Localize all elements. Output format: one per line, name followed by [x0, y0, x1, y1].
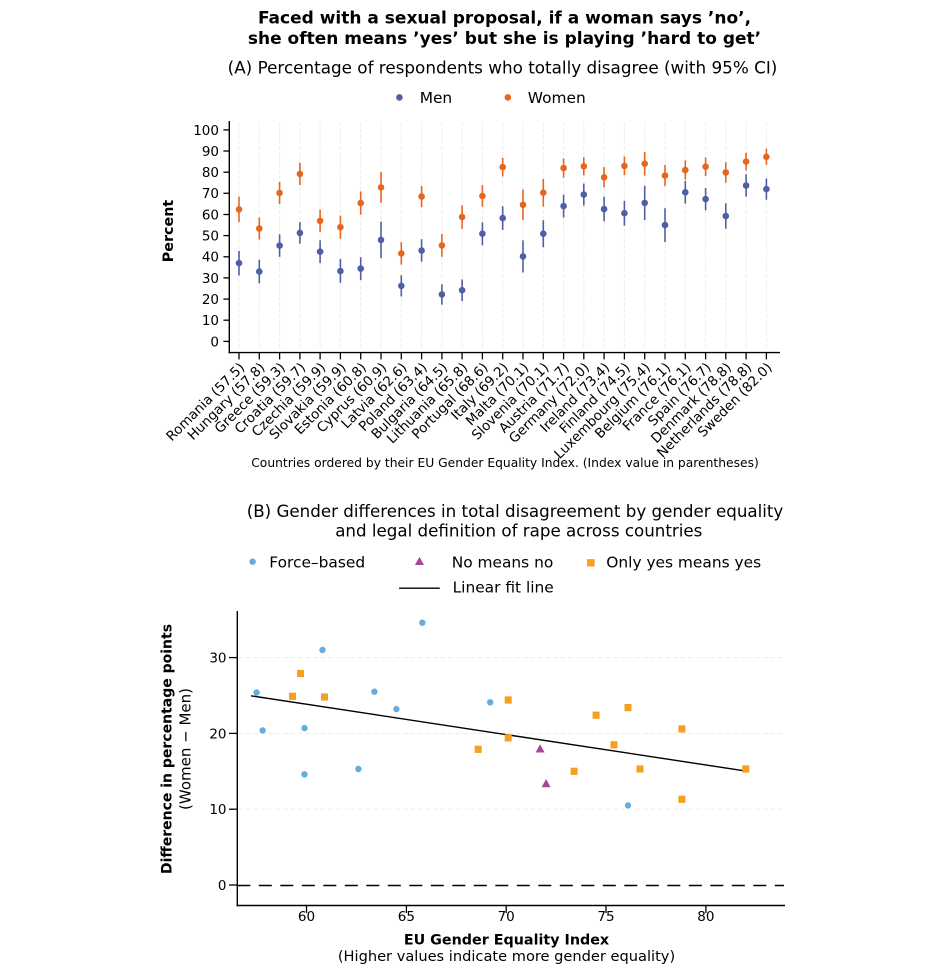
svg-text:70: 70 [498, 909, 515, 925]
svg-text:Countries ordered by their EU: Countries ordered by their EU Gender Equ… [251, 456, 759, 470]
svg-text:No means no: No means no [452, 553, 554, 571]
svg-text:(B) Gender differences in tota: (B) Gender differences in total disagree… [247, 501, 784, 521]
svg-text:(Higher values indicate more g: (Higher values indicate more gender equa… [338, 948, 675, 965]
svg-text:Men: Men [420, 89, 453, 107]
svg-text:Only yes means yes: Only yes means yes [606, 553, 761, 571]
svg-text:60: 60 [298, 909, 315, 925]
svg-text:65: 65 [398, 909, 415, 925]
svg-text:70: 70 [202, 186, 219, 202]
svg-text:Women: Women [528, 89, 586, 107]
svg-text:20: 20 [202, 292, 219, 308]
svg-text:10: 10 [202, 313, 219, 329]
svg-text:(A) Percentage of respondents: (A) Percentage of respondents who totall… [228, 57, 778, 77]
svg-text:75: 75 [597, 909, 614, 925]
svg-text:40: 40 [202, 250, 219, 266]
svg-text:Linear fit line: Linear fit line [453, 579, 554, 597]
svg-text:0: 0 [210, 334, 219, 350]
svg-text:Faced with a sexual proposal,: Faced with a sexual proposal, if a woman… [258, 9, 751, 29]
svg-text:20: 20 [209, 726, 226, 742]
svg-text:30: 30 [209, 651, 226, 667]
svg-text:10: 10 [209, 802, 226, 818]
svg-text:EU Gender Equality Index: EU Gender Equality Index [404, 933, 609, 949]
svg-text:she often means ’yes’ but she: she often means ’yes’ but she is playing… [248, 29, 761, 49]
svg-text:90: 90 [202, 144, 219, 160]
svg-text:(Women − Men): (Women − Men) [177, 688, 195, 810]
svg-text:Force–based: Force–based [269, 553, 365, 571]
svg-text:50: 50 [202, 229, 219, 245]
svg-text:80: 80 [202, 165, 219, 181]
svg-text:30: 30 [202, 271, 219, 287]
svg-text:80: 80 [697, 909, 714, 925]
svg-text:and legal definition of rape a: and legal definition of rape across coun… [335, 521, 702, 541]
svg-text:Percent: Percent [161, 200, 177, 263]
svg-text:100: 100 [193, 123, 219, 139]
svg-text:0: 0 [218, 878, 227, 894]
svg-text:Difference in percentage point: Difference in percentage points [160, 624, 176, 874]
svg-text:60: 60 [202, 207, 219, 223]
